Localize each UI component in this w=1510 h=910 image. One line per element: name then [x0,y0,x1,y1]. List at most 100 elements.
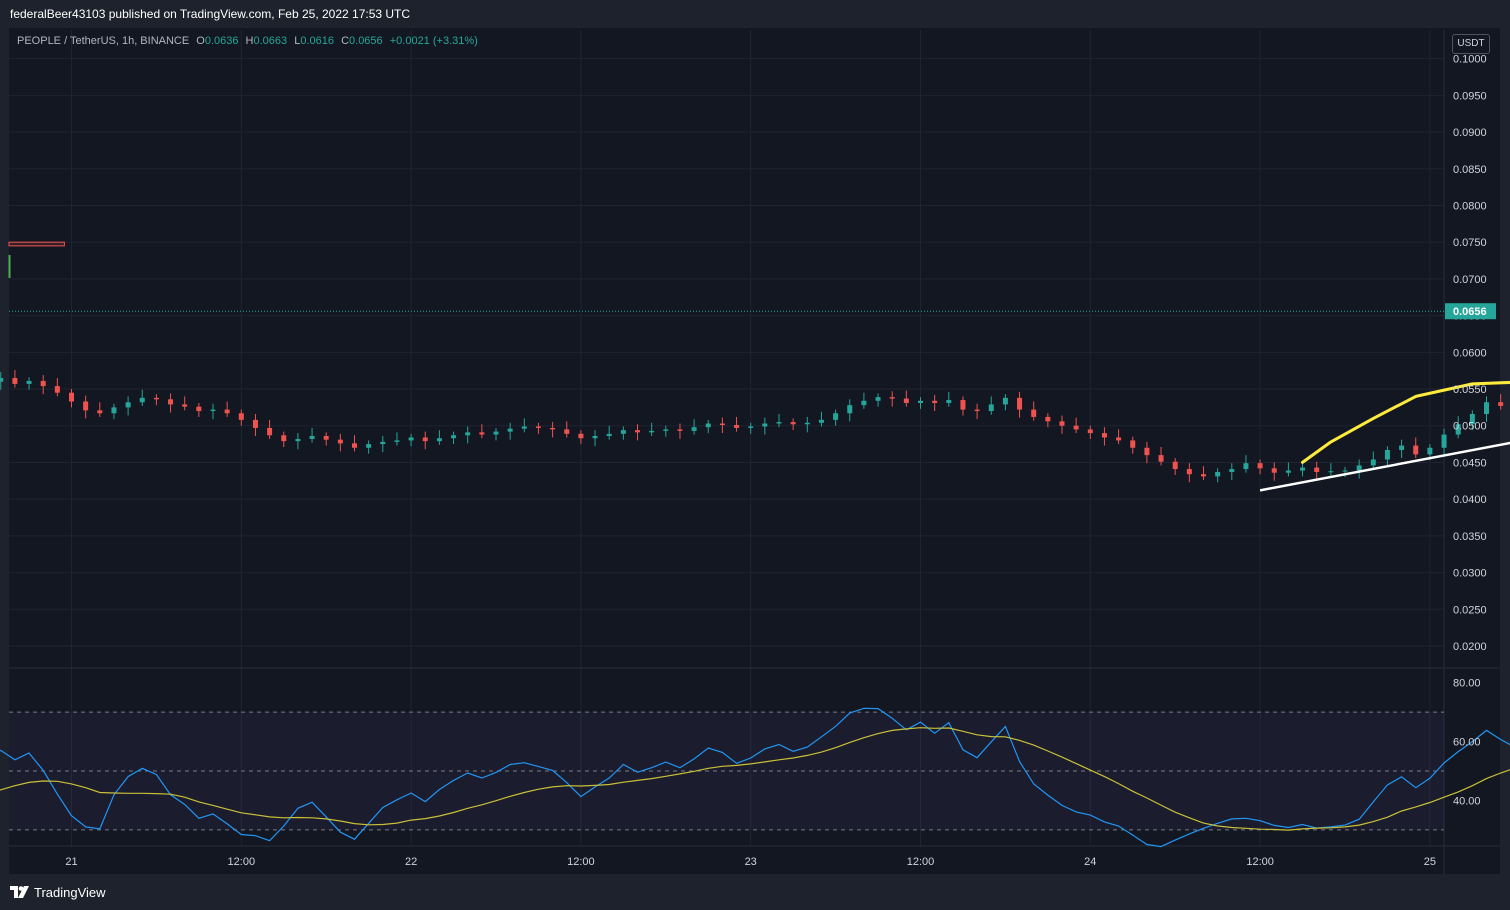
candle-body [1215,471,1221,477]
candle [776,413,782,428]
candle [592,430,598,447]
price-tick-label: 0.0300 [1453,568,1487,580]
candle [790,418,796,431]
currency-unit-button[interactable]: USDT [1452,34,1490,54]
candle-body [946,400,952,403]
candle [1201,466,1206,481]
candle-body [337,439,343,444]
candle [40,375,46,395]
candle-body [1158,455,1164,462]
candle-body [267,427,273,436]
last-price-badge [1445,303,1496,320]
high-value: 0.0663 [253,35,288,47]
price-tick-label: 0.0800 [1453,200,1487,212]
symbol-name[interactable]: PEOPLE / TetherUS, 1h, BINANCE [17,35,190,47]
candle [1413,437,1419,459]
candle-body [1413,445,1419,455]
candle-body [918,400,923,403]
tradingview-brand[interactable]: TradingView [34,885,106,900]
candle [309,427,315,443]
forecast-drawing [1301,380,1510,464]
price-tick-label: 0.1000 [1453,54,1487,66]
candle [818,411,824,427]
candle-body [932,400,938,403]
rsi-line [0,707,1510,848]
candle [1484,396,1489,423]
candle-body [1498,402,1504,406]
candle [677,423,683,439]
candle [1271,462,1277,481]
candle [1116,429,1122,445]
candle [762,417,768,435]
price-tick-label: 0.0750 [1453,237,1487,249]
candle [620,426,626,440]
open-value: 0.0636 [204,35,239,47]
low-label: L [294,35,301,47]
candle-body [139,397,145,403]
candle [578,430,584,445]
candle [238,409,244,426]
candle [252,413,258,437]
symbol-legend: PEOPLE / TetherUS, 1h, BINANCE O0.0636 H… [17,35,482,47]
candle-body [960,400,966,410]
candle-body [705,423,711,428]
candle [550,422,556,438]
candle-body [719,423,725,426]
time-tick-label: 12:00 [228,856,256,868]
candle-body [1101,433,1107,438]
candle [861,392,867,409]
candle-body [606,433,612,437]
publish-header: federalBeer43103 published on TradingVie… [0,0,1510,28]
candle [1158,447,1164,466]
candle-body [295,438,301,442]
low-value: 0.0616 [300,35,334,47]
candle [26,377,32,390]
candle-body [748,426,754,428]
high-label: H [245,35,254,47]
candle [1073,417,1079,434]
candle-body [833,413,839,420]
candle-body [281,435,287,442]
candle [479,424,485,439]
trend-line [1259,441,1510,492]
price-tick-label: 0.0350 [1453,531,1487,543]
candle-body [436,438,442,442]
candle-body [323,436,329,440]
price-tick-label: 0.0250 [1453,604,1487,616]
candle [352,435,357,452]
candle-body [889,397,895,399]
candle [1300,463,1306,477]
candle [182,396,188,411]
candle [1285,462,1291,477]
close-label: C [341,35,350,47]
candle-body [1300,467,1306,471]
candle [918,397,923,409]
candle [719,417,725,434]
candle-body [762,423,768,427]
candle-body [974,409,980,412]
price-tick-label: 0.0850 [1453,164,1487,176]
candle [1045,413,1051,428]
candle [903,390,909,407]
candle [635,424,640,441]
candle [974,403,980,420]
open-label: O [196,35,205,47]
candle-body [1116,437,1122,441]
candle-body [1356,465,1362,471]
candle [663,425,669,437]
supply-zone [8,241,65,247]
candle [1498,394,1504,410]
candle [705,419,711,434]
candle [366,440,372,454]
price-tick-label: 0.0400 [1453,494,1487,506]
candle-body [1314,467,1320,472]
candle [1257,459,1263,475]
candle-body [26,380,32,384]
candle-body [1484,402,1489,414]
tradingview-logo-icon[interactable] [10,886,32,900]
price-tick-label: 0.0550 [1453,384,1487,396]
price-tick-label: 0.0900 [1453,127,1487,139]
time-tick-label: 24 [1084,856,1096,868]
candle [748,422,754,434]
